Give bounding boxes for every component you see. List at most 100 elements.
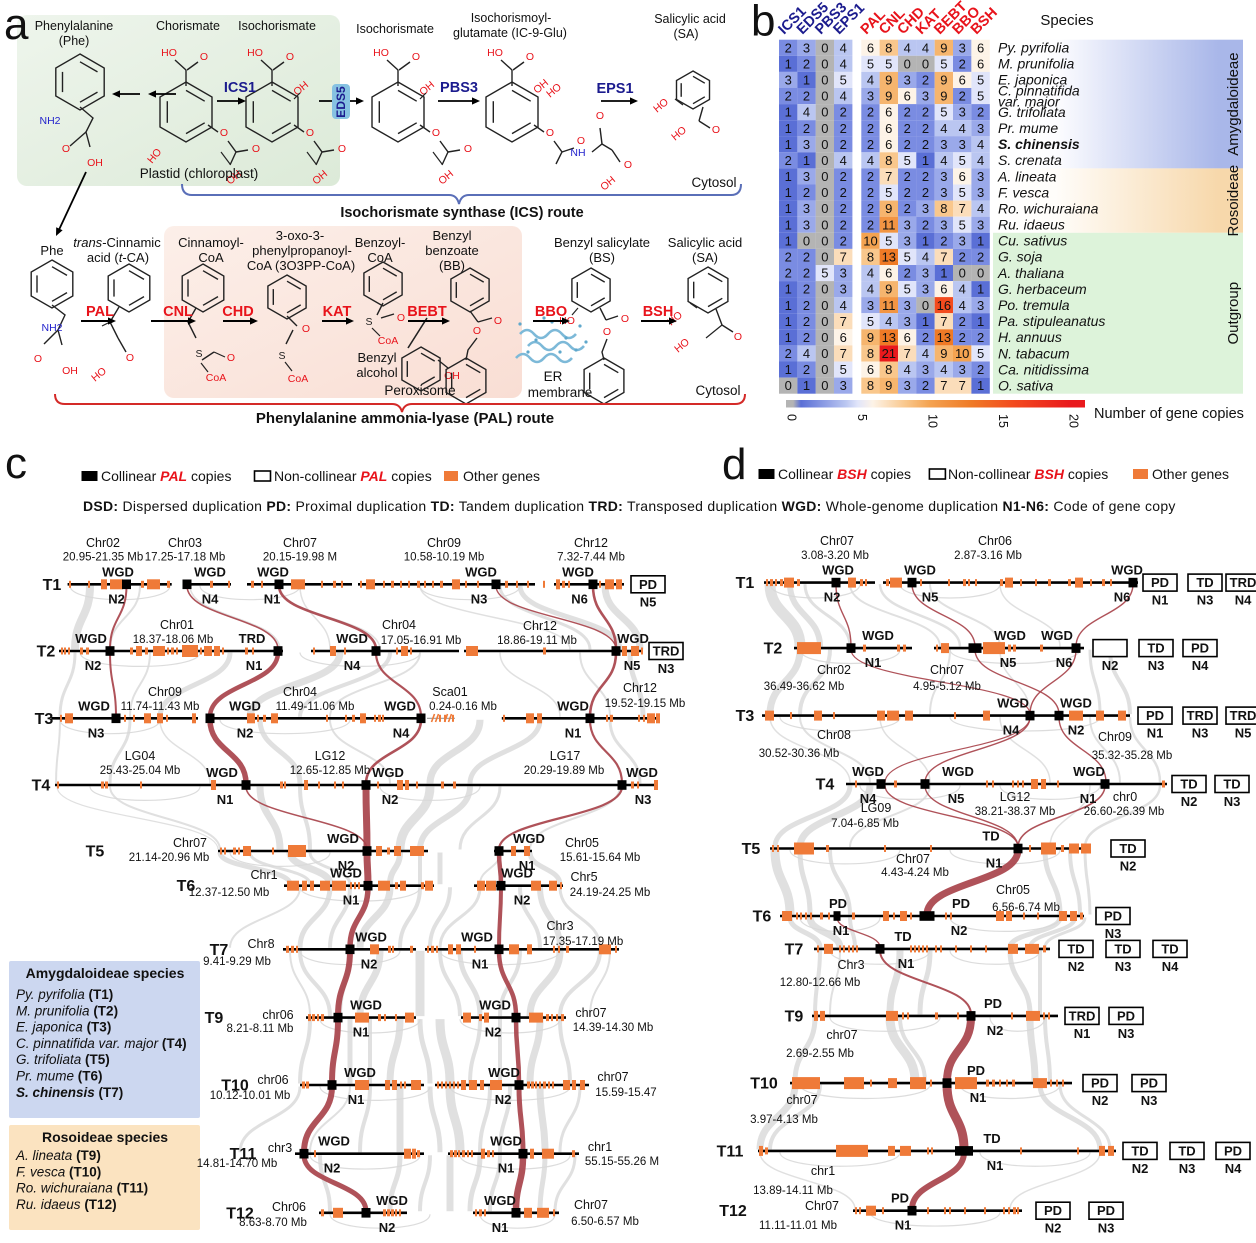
svg-text:N2: N2 (495, 1092, 512, 1107)
svg-text:4: 4 (840, 298, 847, 313)
svg-text:HO: HO (487, 47, 503, 59)
svg-text:N2: N2 (338, 858, 355, 873)
svg-text:38.21-38.37 Mb: 38.21-38.37 Mb (975, 806, 1056, 818)
svg-text:0: 0 (821, 282, 828, 297)
svg-text:M. prunifolia (T2): M. prunifolia (T2) (16, 1003, 118, 1018)
svg-text:N1: N1 (246, 658, 263, 673)
svg-text:WGD: WGD (557, 698, 589, 713)
svg-text:2: 2 (840, 137, 847, 152)
svg-text:Chr07: Chr07 (930, 663, 964, 677)
svg-text:N2: N2 (1068, 959, 1085, 974)
svg-text:1: 1 (977, 233, 984, 248)
svg-text:2: 2 (922, 137, 929, 152)
svg-text:T1: T1 (43, 577, 62, 594)
svg-text:4: 4 (885, 314, 892, 329)
svg-text:Outgroup: Outgroup (1225, 282, 1242, 345)
svg-text:N3: N3 (1141, 1093, 1158, 1108)
svg-text:Ru. idaeus (T12): Ru. idaeus (T12) (16, 1197, 117, 1212)
svg-text:S: S (278, 350, 285, 362)
svg-text:G. trifoliata (T5): G. trifoliata (T5) (16, 1052, 110, 1067)
svg-text:alcohol: alcohol (356, 365, 397, 380)
svg-text:O: O (624, 159, 632, 171)
svg-text:4: 4 (904, 362, 911, 377)
svg-text:WGD: WGD (617, 631, 649, 646)
svg-text:N2: N2 (1120, 859, 1137, 874)
svg-text:WGD: WGD (206, 765, 238, 780)
svg-text:d: d (722, 440, 746, 489)
svg-text:A. lineata: A. lineata (997, 168, 1057, 184)
svg-text:HO: HO (161, 47, 177, 59)
svg-text:OH: OH (436, 168, 456, 187)
svg-text:TD: TD (982, 829, 999, 844)
svg-text:N5: N5 (948, 791, 965, 806)
svg-text:3: 3 (959, 105, 966, 120)
svg-text:OH: OH (87, 157, 103, 169)
svg-text:N1: N1 (472, 956, 489, 971)
svg-text:7.04-6.85 Mb: 7.04-6.85 Mb (831, 818, 899, 830)
svg-text:3: 3 (922, 362, 929, 377)
svg-text:11: 11 (882, 217, 896, 232)
svg-text:HO: HO (247, 47, 263, 59)
svg-text:1: 1 (785, 105, 792, 120)
svg-text:O: O (464, 143, 472, 155)
svg-text:1: 1 (785, 201, 792, 216)
svg-text:11.49-11.06 Mb: 11.49-11.06 Mb (276, 701, 355, 713)
svg-text:E. japonica (T3): E. japonica (T3) (16, 1020, 111, 1035)
svg-text:LG09: LG09 (861, 801, 892, 815)
svg-text:O: O (34, 353, 42, 365)
svg-text:12.65-12.85 Mb: 12.65-12.85 Mb (290, 765, 371, 777)
svg-text:PD: PD (829, 896, 847, 911)
svg-text:Py. pyrifolia (T1): Py. pyrifolia (T1) (16, 987, 113, 1002)
svg-text:4: 4 (867, 266, 874, 281)
svg-text:NH2: NH2 (39, 115, 60, 127)
svg-text:O: O (603, 326, 611, 338)
svg-text:C. pinnatifida: C. pinnatifida (998, 83, 1080, 99)
svg-text:0: 0 (821, 105, 828, 120)
svg-text:Salicylic acid: Salicylic acid (654, 12, 726, 26)
svg-text:11.74-11.43 Mb: 11.74-11.43 Mb (121, 701, 200, 713)
svg-text:chr06: chr06 (262, 1008, 293, 1022)
svg-text:2: 2 (785, 266, 792, 281)
svg-text:3: 3 (803, 217, 810, 232)
svg-text:Non-collinear PAL copies: Non-collinear PAL copies (274, 468, 432, 484)
svg-text:Ca. nitidissima: Ca. nitidissima (998, 361, 1089, 377)
svg-text:2: 2 (840, 217, 847, 232)
svg-text:Cytosol: Cytosol (695, 383, 740, 398)
svg-text:phenylpropanoyl-: phenylpropanoyl- (252, 243, 352, 258)
svg-text:6.56-6.74 Mb: 6.56-6.74 Mb (992, 902, 1060, 914)
svg-text:WGD: WGD (562, 564, 594, 579)
svg-text:Collinear PAL copies: Collinear PAL copies (101, 468, 231, 484)
svg-text:Benzyl salicylate: Benzyl salicylate (554, 235, 650, 250)
svg-text:WGD: WGD (75, 631, 107, 646)
svg-text:O: O (526, 51, 534, 63)
svg-text:4: 4 (940, 121, 947, 136)
svg-text:10.12-10.01 Mb: 10.12-10.01 Mb (210, 1090, 291, 1102)
svg-text:Isochorismoyl-: Isochorismoyl- (471, 11, 552, 25)
svg-text:c: c (5, 439, 27, 488)
svg-text:N3: N3 (1192, 726, 1209, 741)
svg-text:Chr06: Chr06 (978, 534, 1012, 548)
svg-text:2: 2 (922, 121, 929, 136)
svg-text:1: 1 (922, 314, 929, 329)
svg-text:Chr12: Chr12 (574, 536, 608, 550)
svg-text:WGD: WGD (484, 1193, 516, 1208)
svg-text:Chr05: Chr05 (565, 836, 599, 850)
svg-text:10: 10 (955, 346, 969, 361)
svg-text:3: 3 (959, 137, 966, 152)
svg-text:chr07: chr07 (597, 1070, 628, 1084)
svg-text:1: 1 (803, 73, 810, 88)
svg-text:N2: N2 (324, 1161, 341, 1176)
svg-text:0: 0 (821, 169, 828, 184)
svg-text:N3: N3 (1115, 959, 1132, 974)
svg-text:O: O (546, 127, 554, 139)
svg-text:5: 5 (840, 73, 847, 88)
svg-text:TD: TD (1114, 941, 1131, 956)
svg-text:2: 2 (959, 89, 966, 104)
svg-text:9: 9 (885, 201, 892, 216)
svg-text:Plastid (chloroplast): Plastid (chloroplast) (140, 166, 259, 181)
svg-text:HO: HO (651, 96, 671, 115)
svg-text:10: 10 (863, 233, 877, 248)
svg-text:F. vesca: F. vesca (998, 184, 1049, 200)
svg-text:N3: N3 (1105, 926, 1122, 941)
svg-text:Chr02: Chr02 (86, 536, 120, 550)
